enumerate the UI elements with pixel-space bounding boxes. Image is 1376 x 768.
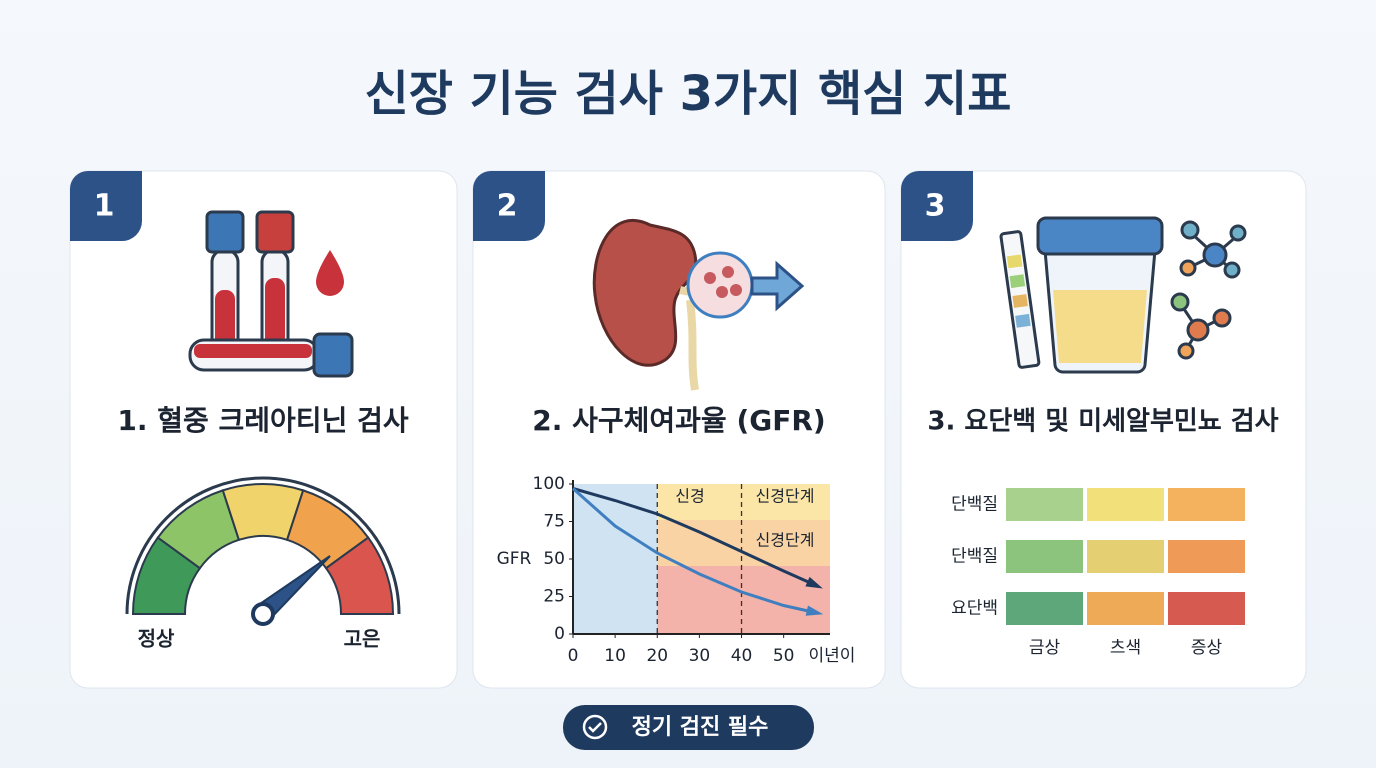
zone-label: 신경 (675, 487, 704, 506)
gauge-segment (324, 536, 395, 615)
x-tick-label: 0 (568, 646, 579, 666)
grid-cell (1006, 592, 1083, 625)
column-label: 증상 (1191, 638, 1223, 658)
card-heading: 1. 혈중 크레아티닌 검사 (117, 404, 408, 437)
card-number: 1 (94, 189, 115, 224)
gauge-rim (125, 476, 401, 615)
x-tick-label: 10 (604, 646, 626, 666)
card-heading: 2. 사구체여과율 (GFR) (532, 404, 825, 437)
column-label: 츠색 (1110, 638, 1141, 658)
main-title: 신장 기능 검사 3가지 핵심 지표 (365, 66, 1012, 122)
gauge-label: 고은 (344, 627, 381, 651)
x-tick-label: 30 (689, 646, 711, 666)
zone (573, 484, 658, 634)
gauge-label: 정상 (138, 627, 175, 651)
grid-cell (1006, 488, 1083, 521)
footer-text: 정기 검진 필수 (632, 715, 769, 740)
x-tick-label: 40 (731, 646, 753, 666)
column-label: 금상 (1029, 638, 1061, 658)
gauge-hub (251, 602, 275, 626)
zone-label: 신경단계 (756, 487, 815, 506)
x-tick-label: 50 (773, 646, 795, 666)
y-tick-label: 100 (533, 474, 565, 494)
zone-label: 신경단계 (756, 531, 815, 550)
gfr-line (572, 487, 818, 588)
zone (657, 484, 830, 520)
x-tick-label: 20 (646, 646, 668, 666)
card-1: 1 1. 혈중 크레아티닌 검사 정상 고은 (69, 170, 458, 689)
card-heading: 3. 요단백 및 미세알부민뇨 검사 (927, 407, 1278, 437)
arrow-head (805, 605, 824, 616)
card-number: 2 (497, 189, 518, 224)
row-label: 단백질 (951, 547, 998, 567)
grid-cell (1087, 592, 1164, 625)
footer-badge: 정기 검진 필수 (563, 705, 814, 750)
row-label: 단백질 (951, 495, 998, 515)
y-tick-label: 50 (543, 549, 565, 569)
zone (657, 566, 830, 634)
gfr-line (572, 487, 818, 615)
grid-cell (1087, 540, 1164, 573)
grid-cell (1087, 488, 1164, 521)
grid-cell (1168, 488, 1245, 521)
grid-cell (1168, 592, 1245, 625)
y-tick-label: 25 (543, 587, 565, 607)
grid-cell (1168, 540, 1245, 573)
card-number: 3 (925, 189, 946, 224)
y-tick-label: 75 (543, 512, 565, 532)
x-axis-label: 이년이 (809, 646, 856, 666)
y-axis-label: GFR (497, 549, 532, 569)
grid-cell (1006, 540, 1083, 573)
gauge (125, 476, 401, 626)
row-label: 요단백 (951, 599, 998, 619)
arrow-head (805, 576, 823, 589)
y-tick-label: 0 (554, 624, 565, 644)
